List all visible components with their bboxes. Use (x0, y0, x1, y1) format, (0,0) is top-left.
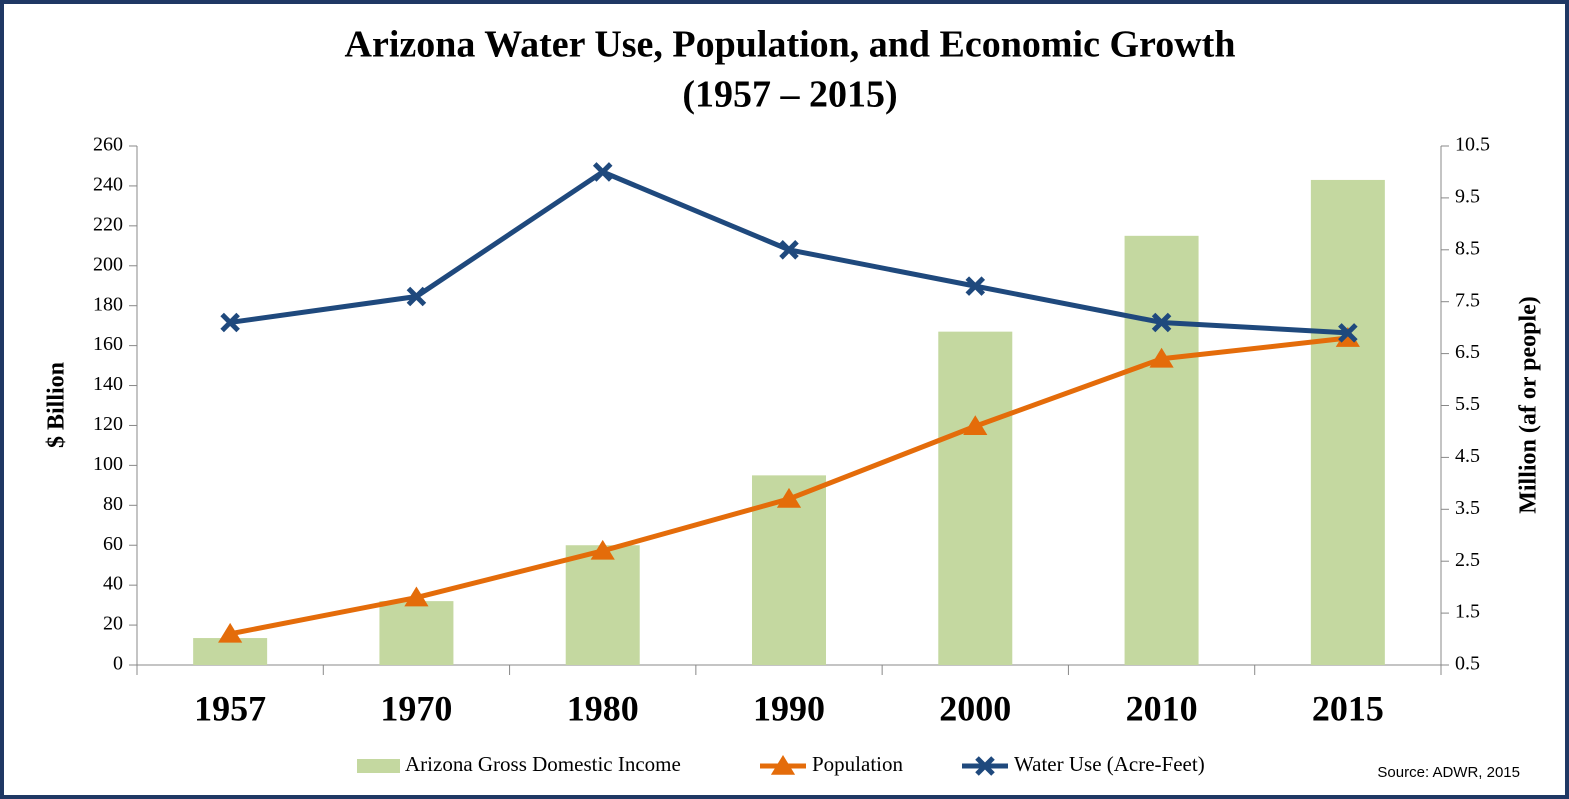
marker (965, 276, 986, 296)
marker (963, 415, 988, 436)
legend-marker (975, 756, 995, 776)
x-tick-label: 1990 (753, 688, 825, 728)
y2-axis-label: Million (af or people) (1516, 296, 1542, 514)
bar (1310, 179, 1385, 665)
y2-tick-label: 3.5 (1455, 497, 1480, 519)
bar (565, 545, 640, 665)
y-tick-label: 140 (93, 373, 123, 395)
x-tick-label: 1970 (380, 688, 452, 728)
y-tick-label: 260 (93, 134, 123, 156)
y-tick-label: 200 (93, 253, 123, 275)
chart-title: Arizona Water Use, Population, and Econo… (345, 24, 1236, 66)
x-tick-label: 2010 (1126, 688, 1198, 728)
y-tick-label: 100 (93, 453, 123, 475)
x-tick-label: 2015 (1312, 688, 1384, 728)
y2-tick-label: 8.5 (1455, 237, 1480, 259)
marker (1151, 312, 1172, 333)
source: Source: ADWR, 2015 (1377, 764, 1520, 781)
y-tick-label: 240 (93, 174, 123, 196)
bar (938, 331, 1013, 665)
y2-tick-label: 4.5 (1455, 445, 1480, 467)
bar (1124, 235, 1199, 666)
x-tick-label: 1980 (567, 688, 639, 728)
y2-tick-label: 5.5 (1455, 393, 1480, 415)
y2-tick-label: 9.5 (1455, 185, 1480, 207)
y2-tick-label: 6.5 (1455, 341, 1480, 363)
y2-tick-label: 2.5 (1455, 549, 1480, 571)
marker (776, 487, 802, 508)
y-tick-label: 160 (93, 333, 123, 355)
marker (592, 162, 613, 182)
marker (779, 240, 799, 260)
marker (406, 286, 427, 307)
marker (1149, 347, 1174, 368)
marker (590, 539, 615, 560)
y-tick-label: 40 (103, 573, 123, 595)
y-tick-label: 60 (103, 533, 123, 555)
y-tick-label: 220 (93, 213, 123, 235)
legend-label: Population (812, 752, 904, 776)
legend-label: Arizona Gross Domestic Income (405, 752, 681, 776)
y-tick-label: 80 (103, 493, 123, 515)
marker (218, 622, 243, 643)
y2-tick-label: 0.5 (1455, 653, 1480, 675)
legend-swatch (357, 759, 400, 773)
bar (379, 601, 454, 665)
marker (220, 312, 240, 333)
legend-label: Water Use (Acre-Feet) (1014, 752, 1205, 776)
y-tick-label: 0 (113, 653, 123, 675)
y-tick-label: 120 (93, 413, 123, 435)
y2-tick-label: 1.5 (1455, 601, 1480, 623)
x-tick-label: 2000 (939, 688, 1011, 728)
marker (1338, 323, 1358, 343)
marker (404, 586, 429, 607)
y2-tick-label: 7.5 (1455, 289, 1480, 311)
y2-tick-label: 10.5 (1455, 134, 1490, 156)
legend-marker (770, 755, 796, 775)
chart-title: (1957 – 2015) (682, 74, 897, 116)
y-axis-label: $ Billion (44, 362, 70, 448)
y-tick-label: 180 (93, 293, 123, 315)
y-tick-label: 20 (103, 613, 123, 635)
x-tick-label: 1957 (194, 688, 266, 728)
